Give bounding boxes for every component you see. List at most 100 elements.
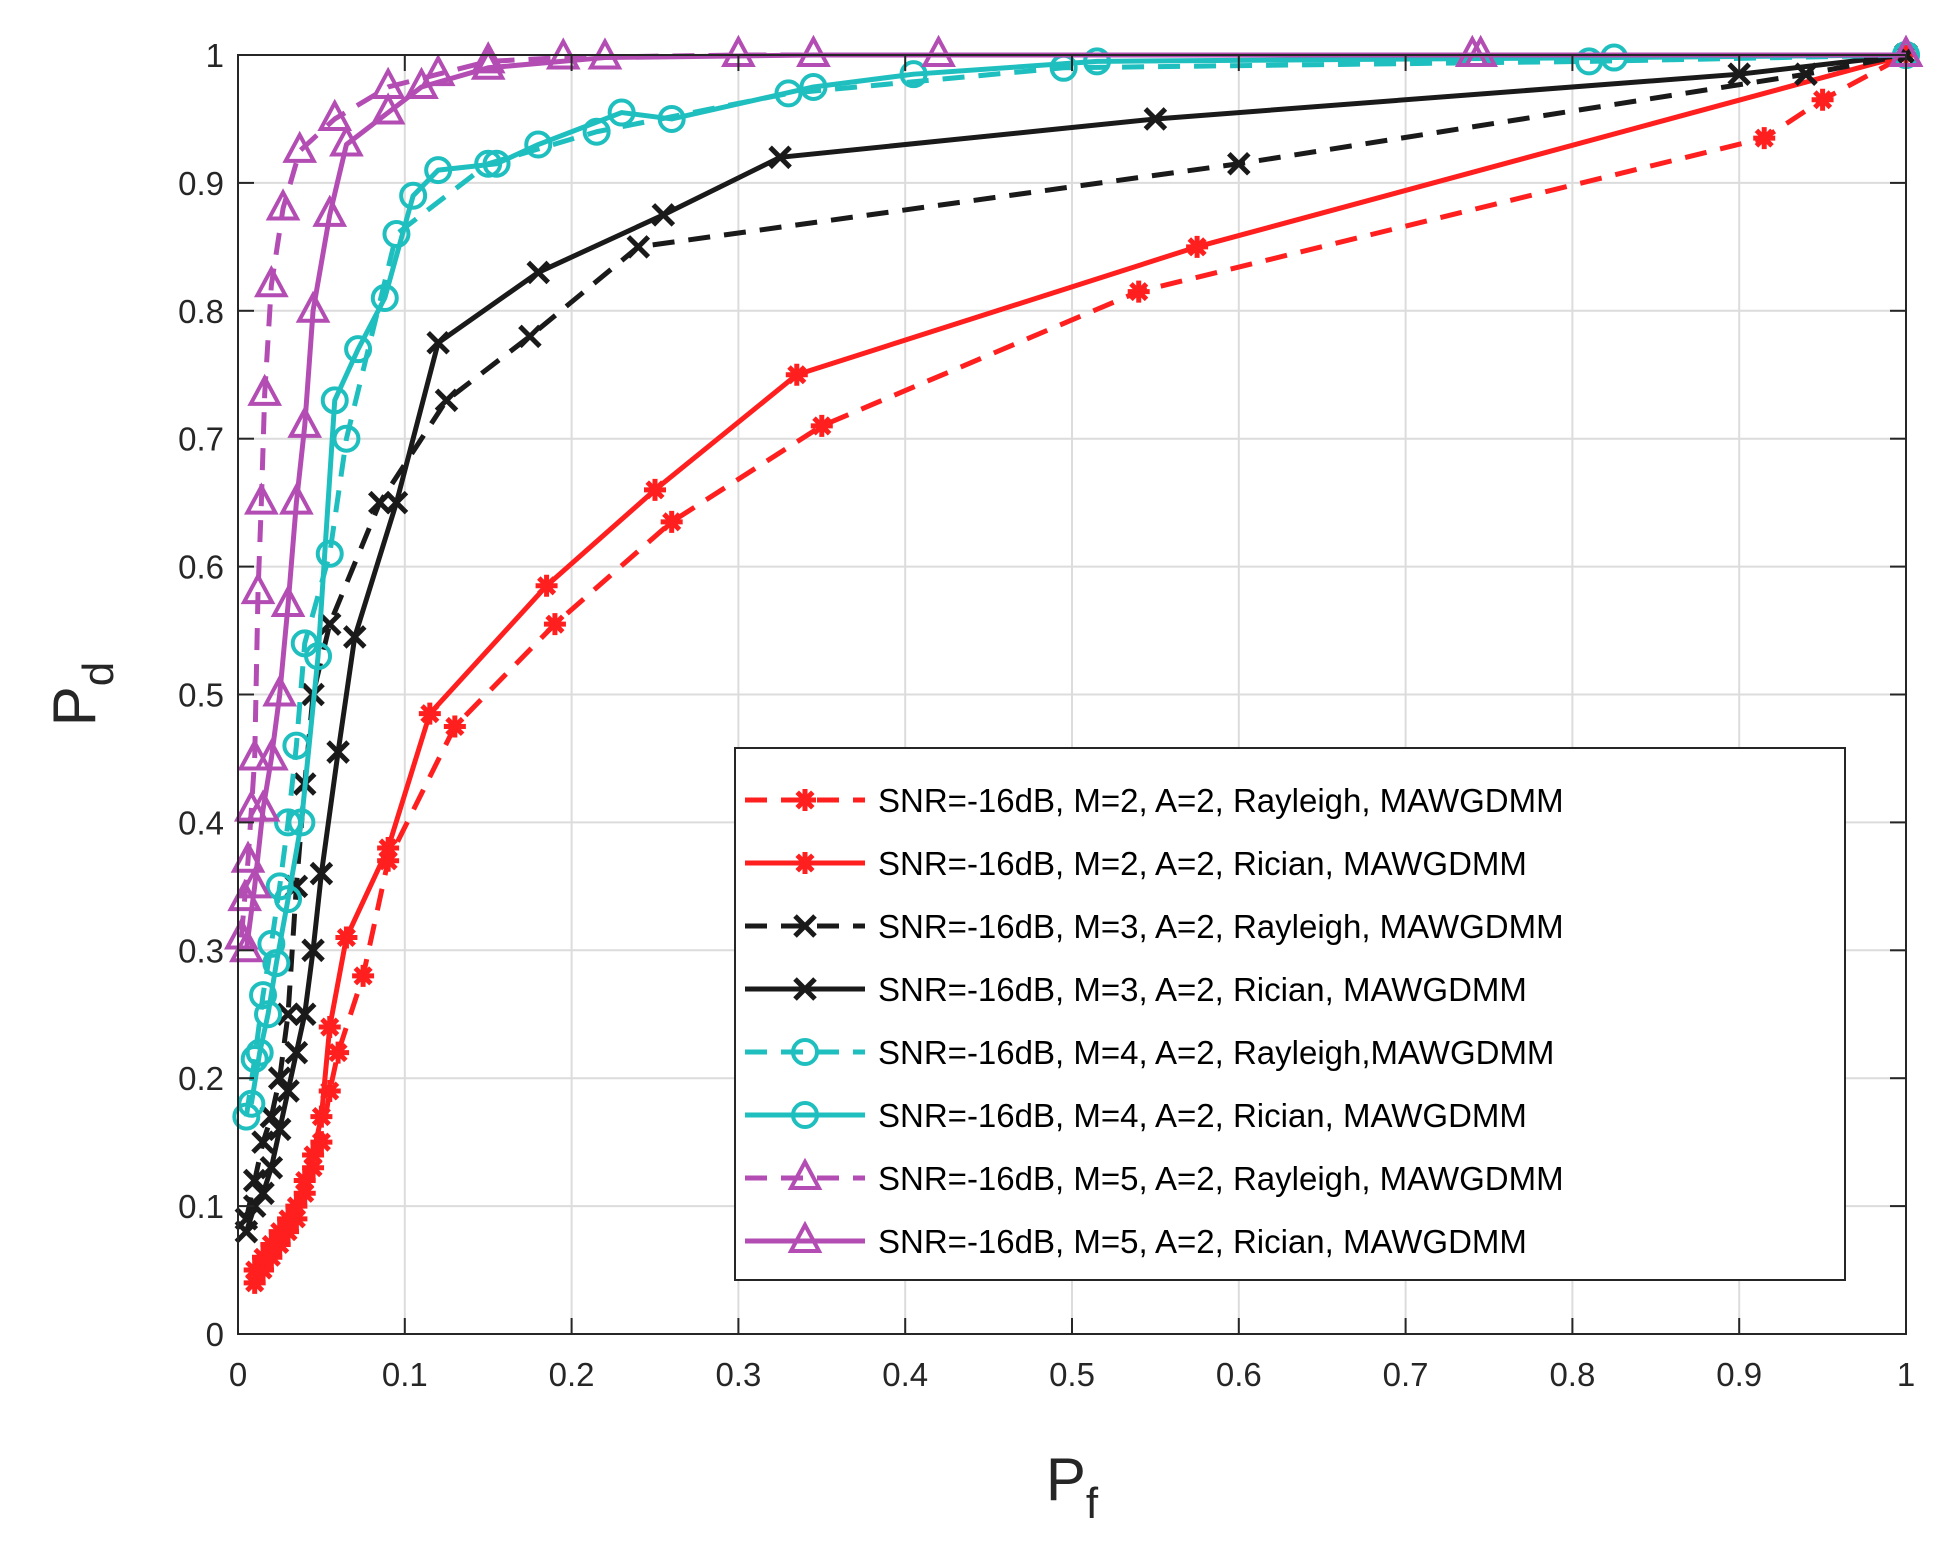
data-point: [318, 1016, 341, 1039]
data-point: [244, 482, 279, 515]
data-point: [242, 1194, 267, 1218]
series-3: [234, 43, 1918, 1231]
data-point: [644, 478, 666, 501]
data-point: [921, 34, 956, 67]
data-point: [245, 789, 281, 822]
legend-box: [734, 747, 1846, 1281]
legend-label: SNR=-16dB, M=2, A=2, Rayleigh, MAWGDMM: [878, 782, 1564, 819]
data-point: [1186, 235, 1209, 258]
data-point: [651, 203, 676, 227]
data-point: [293, 1182, 316, 1205]
data-point: [1143, 107, 1168, 131]
data-point: [301, 938, 325, 963]
y-tick-label: 0.3: [178, 932, 224, 969]
data-point: [377, 849, 400, 872]
x-tick-label: 0: [229, 1356, 247, 1393]
data-point: [320, 386, 349, 415]
x-tick-label: 0.1: [382, 1356, 428, 1393]
x-tick-label: 0.9: [1716, 1356, 1762, 1393]
data-point: [262, 674, 298, 707]
legend-entry: SNR=-16dB, M=5, A=2, Rayleigh, MAWGDMM: [745, 1157, 1564, 1197]
data-point: [287, 808, 316, 837]
data-point: [370, 92, 406, 125]
data-point: [310, 1105, 333, 1128]
data-point: [524, 130, 553, 159]
data-point: [352, 964, 375, 987]
data-point: [1811, 88, 1834, 111]
data-point: [399, 181, 428, 210]
data-point: [418, 702, 441, 725]
x-tick-label: 0.3: [715, 1356, 761, 1393]
legend-entries: SNR=-16dB, M=2, A=2, Rayleigh, MAWGDMM SN…: [745, 782, 1564, 1260]
data-point: [279, 482, 314, 515]
data-point: [242, 1168, 267, 1193]
data-point: [482, 149, 511, 178]
legend: SNR=-16dB, M=2, A=2, Rayleigh, MAWGDMM SN…: [734, 747, 1846, 1281]
data-point: [424, 156, 453, 185]
data-point: [370, 284, 399, 313]
data-point: [302, 1156, 325, 1179]
legend-label: SNR=-16dB, M=4, A=2, Rician, MAWGDMM: [878, 1097, 1527, 1134]
data-point: [785, 363, 808, 386]
data-point: [526, 260, 551, 285]
y-tick-label: 0.2: [178, 1060, 224, 1097]
x-tick-label: 1: [1897, 1356, 1915, 1393]
legend-label: SNR=-16dB, M=5, A=2, Rayleigh, MAWGDMM: [878, 1160, 1564, 1197]
data-point: [243, 1271, 266, 1294]
data-point: [262, 949, 291, 978]
data-point: [254, 738, 289, 771]
data-point: [607, 98, 636, 127]
y-tick-label: 0.5: [178, 677, 224, 714]
data-point: [335, 926, 358, 949]
data-point: [384, 490, 409, 515]
data-point: [404, 66, 439, 99]
data-point: [247, 373, 283, 406]
y-tick-label: 1: [206, 37, 224, 74]
data-point: [268, 1220, 291, 1243]
x-axis-label: Pf: [1046, 1446, 1099, 1528]
legend-marker: [794, 852, 816, 874]
data-point: [443, 715, 466, 738]
legend-entry: SNR=-16dB, M=3, A=2, Rayleigh, MAWGDMM: [745, 908, 1564, 945]
legend-entry: SNR=-16dB, M=3, A=2, Rician, MAWGDMM: [745, 971, 1527, 1008]
legend-entry: SNR=-16dB, M=5, A=2, Rician, MAWGDMM: [745, 1220, 1527, 1260]
data-point: [245, 1038, 274, 1067]
data-point: [312, 194, 348, 227]
data-point: [327, 1041, 350, 1064]
legend-marker: [793, 977, 817, 1001]
data-point: [1727, 62, 1751, 86]
legend-entry: SNR=-16dB, M=2, A=2, Rayleigh, MAWGDMM: [745, 782, 1564, 819]
x-tick-label: 0.8: [1549, 1356, 1595, 1393]
data-point: [377, 836, 400, 859]
data-point: [249, 981, 278, 1010]
data-point: [318, 1079, 341, 1102]
y-tick-label: 0.1: [178, 1188, 224, 1225]
data-point: [284, 1040, 309, 1065]
x-tick-label: 0.2: [549, 1356, 595, 1393]
data-point: [265, 188, 301, 221]
legend-entry: SNR=-16dB, M=4, A=2, Rayleigh,MAWGDMM: [745, 1034, 1554, 1071]
data-point: [518, 324, 542, 349]
data-point: [315, 539, 344, 568]
data-point: [254, 265, 289, 298]
legend-label: SNR=-16dB, M=3, A=2, Rayleigh, MAWGDMM: [878, 908, 1564, 945]
data-point: [240, 571, 276, 605]
x-tick-label: 0.7: [1383, 1356, 1429, 1393]
data-point: [535, 574, 558, 597]
y-axis-label: Pd: [41, 662, 123, 727]
legend-marker: [791, 1038, 819, 1066]
data-point: [317, 98, 353, 131]
legend-label: SNR=-16dB, M=4, A=2, Rayleigh,MAWGDMM: [878, 1034, 1554, 1071]
data-point: [260, 1233, 283, 1256]
data-point: [1227, 151, 1251, 176]
series-line: [243, 52, 1907, 1117]
data-point: [302, 1143, 325, 1166]
data-point: [282, 130, 318, 163]
data-point: [470, 47, 506, 80]
data-point: [257, 929, 286, 958]
data-point: [287, 405, 323, 438]
series-line: [243, 52, 1907, 1233]
y-tick-label: 0: [206, 1316, 224, 1353]
legend-entry: SNR=-16dB, M=4, A=2, Rician, MAWGDMM: [745, 1097, 1527, 1134]
